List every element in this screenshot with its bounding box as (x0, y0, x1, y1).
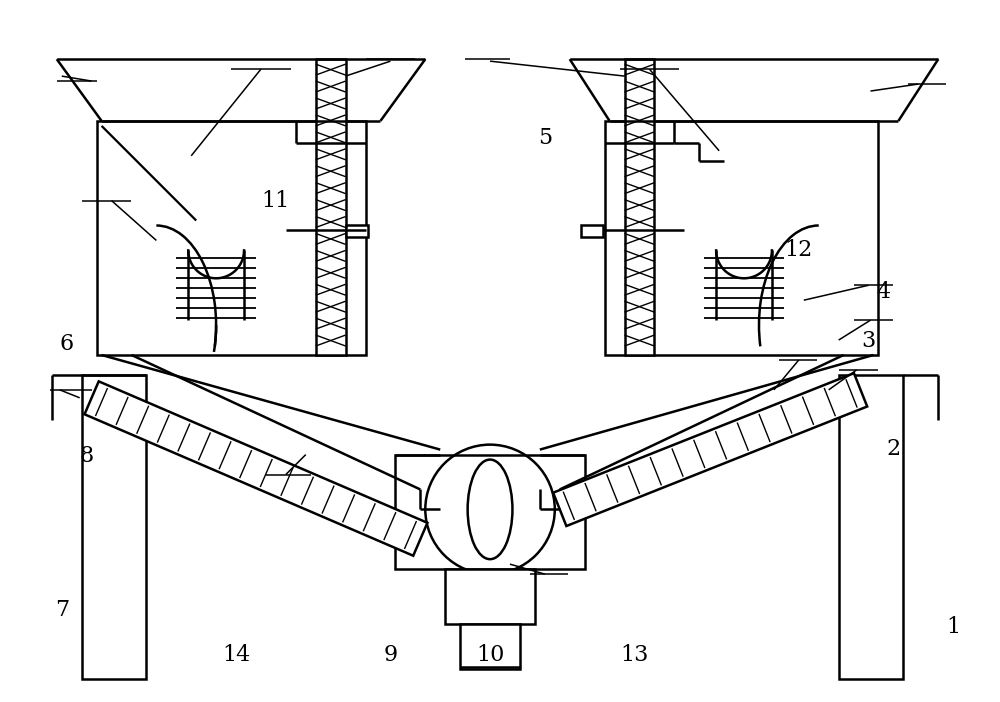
Bar (445, 569, 535, 624)
Bar (460, 624, 520, 669)
Text: 14: 14 (222, 644, 250, 666)
Text: 6: 6 (60, 333, 74, 355)
Bar (316, 59, 346, 355)
Text: 2: 2 (886, 438, 900, 460)
Text: 7: 7 (55, 599, 69, 621)
Bar (839, 375, 903, 679)
Text: 10: 10 (476, 644, 504, 666)
Text: 5: 5 (538, 127, 552, 149)
Bar (97, 121, 366, 355)
Text: 9: 9 (383, 644, 397, 666)
Polygon shape (85, 381, 427, 556)
Text: 12: 12 (785, 239, 813, 260)
Text: 3: 3 (861, 329, 876, 352)
Bar (346, 225, 368, 237)
Bar (395, 455, 585, 569)
Text: 4: 4 (876, 281, 891, 303)
Text: 8: 8 (80, 445, 94, 467)
Text: 11: 11 (262, 190, 290, 212)
Text: 1: 1 (946, 616, 960, 638)
Bar (82, 375, 146, 679)
Bar (605, 121, 878, 355)
Bar (581, 225, 603, 237)
Text: 13: 13 (620, 644, 649, 666)
Polygon shape (553, 373, 867, 526)
Bar (625, 59, 654, 355)
